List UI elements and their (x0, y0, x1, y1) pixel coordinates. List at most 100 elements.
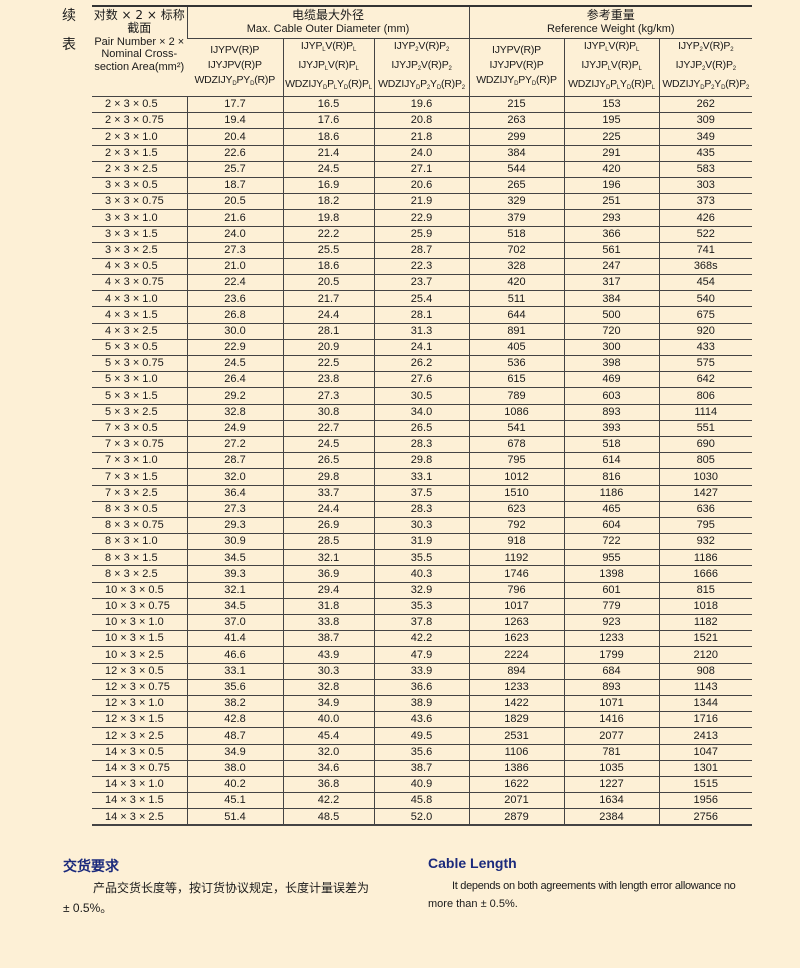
value-cell: 20.9 (282, 339, 374, 357)
value-cell: 37.0 (186, 614, 283, 632)
value-cell: 1143 (658, 679, 752, 696)
continued-label-1: 续 (62, 8, 76, 24)
value-cell: 41.4 (186, 630, 283, 648)
table-row: 12 × 3 × 1.0 38.2 34.9 38.9 1422 1071 1344 (92, 695, 752, 713)
model-name: WDZIJYDP2YD(R)P2 (662, 78, 750, 91)
spec-cell: 4 × 3 × 1.5 (92, 306, 187, 324)
table-row: 3 × 3 × 1.0 21.6 19.8 22.9 379 293 426 (92, 209, 752, 227)
spec-cell: 14 × 3 × 0.75 (92, 760, 187, 777)
value-cell: 518 (468, 226, 564, 243)
spec-cell: 8 × 3 × 1.5 (92, 549, 187, 567)
spec-cell: 5 × 3 × 0.5 (92, 339, 187, 357)
value-cell: 891 (468, 323, 564, 340)
value-cell: 806 (658, 387, 752, 405)
value-cell: 1344 (658, 695, 752, 713)
value-cell: 28.1 (373, 306, 469, 324)
value-cell: 368s (658, 258, 752, 276)
value-cell: 24.4 (282, 306, 374, 324)
value-cell: 38.9 (373, 695, 469, 713)
value-cell: 29.2 (186, 387, 283, 405)
value-cell: 955 (563, 549, 659, 567)
model-name: WDZIJYDPYD(R)P (194, 74, 276, 87)
value-cell: 28.7 (186, 452, 283, 470)
spec-cell: 14 × 3 × 1.5 (92, 792, 187, 810)
table-row: 10 × 3 × 0.75 34.5 31.8 35.3 1017 779 1018 (92, 598, 752, 616)
value-cell: 22.9 (373, 209, 469, 227)
value-cell: 33.7 (282, 485, 374, 502)
value-cell: 34.6 (282, 760, 374, 777)
value-cell: 795 (468, 452, 564, 470)
value-cell: 38.2 (186, 695, 283, 713)
spec-cell: 2 × 3 × 1.5 (92, 145, 187, 162)
stub-en-line1: Pair Number × 2 × (94, 35, 185, 48)
value-cell: 544 (468, 161, 564, 178)
value-cell: 32.1 (186, 582, 283, 599)
value-cell: 615 (468, 371, 564, 389)
value-cell: 27.6 (373, 371, 469, 389)
value-cell: 1018 (658, 598, 752, 616)
value-cell: 781 (563, 744, 659, 761)
spec-cell: 5 × 3 × 2.5 (92, 404, 187, 421)
model-name: IJYJPV(R)P (489, 59, 544, 71)
table-row: 14 × 3 × 0.5 34.9 32.0 35.6 1106 781 1047 (92, 744, 752, 761)
spec-cell: 10 × 3 × 0.5 (92, 582, 187, 599)
value-cell: 317 (563, 274, 659, 292)
model-name: IJYJP2V(R)P2 (391, 59, 452, 72)
value-cell: 262 (658, 96, 752, 114)
table-row: 10 × 3 × 1.5 41.4 38.7 42.2 1623 1233 1521 (92, 630, 752, 648)
value-cell: 19.4 (186, 112, 283, 130)
spec-cell: 2 × 3 × 0.5 (92, 96, 187, 114)
value-cell: 29.4 (282, 582, 374, 599)
spec-cell: 5 × 3 × 1.0 (92, 371, 187, 389)
value-cell: 40.9 (373, 776, 469, 794)
spec-cell: 7 × 3 × 0.5 (92, 420, 187, 437)
table-row: 5 × 3 × 0.75 24.5 22.5 26.2 536 398 575 (92, 355, 752, 373)
table-row: 14 × 3 × 2.5 51.4 48.5 52.0 2879 2384 2756 (92, 808, 752, 827)
value-cell: 19.8 (282, 209, 374, 227)
value-cell: 24.5 (186, 355, 283, 373)
delivery-text-cn-1: 产品交货长度等，按订货协议规定，长度计量误差为 (93, 881, 370, 895)
stub-cn-line1: 对数 × 2 × 标称 (93, 8, 185, 22)
value-cell: 36.9 (282, 565, 374, 583)
table-row: 7 × 3 × 2.5 36.4 33.7 37.5 1510 1186 1427 (92, 485, 752, 502)
spec-cell: 7 × 3 × 0.75 (92, 436, 187, 454)
model-name: IJYP2V(R)P2 (678, 40, 734, 53)
table-row: 2 × 3 × 0.75 19.4 17.6 20.8 263 195 309 (92, 112, 752, 130)
value-cell: 293 (563, 209, 659, 227)
value-cell: 51.4 (186, 808, 283, 827)
delivery-title-cn: 交货要求 (63, 859, 119, 875)
model-name: IJYJPV(R)P (207, 59, 262, 71)
spec-cell: 12 × 3 × 1.0 (92, 695, 187, 713)
value-cell: 795 (658, 517, 752, 535)
value-cell: 1398 (563, 565, 659, 583)
value-cell: 893 (563, 404, 659, 421)
value-cell: 17.6 (282, 112, 374, 130)
value-cell: 1012 (468, 468, 564, 486)
value-cell: 722 (563, 533, 659, 551)
value-cell: 893 (563, 679, 659, 696)
value-cell: 24.0 (186, 226, 283, 243)
value-cell: 29.8 (282, 468, 374, 486)
spec-cell: 3 × 3 × 1.5 (92, 226, 187, 243)
model-name: IJYJPLV(R)PL (581, 59, 642, 72)
value-cell: 435 (658, 145, 752, 162)
value-cell: 34.5 (186, 598, 283, 616)
spec-cell: 8 × 3 × 1.0 (92, 533, 187, 551)
value-cell: 153 (563, 96, 659, 114)
value-cell: 920 (658, 323, 752, 340)
value-cell: 500 (563, 306, 659, 324)
value-cell: 644 (468, 306, 564, 324)
value-cell: 405 (468, 339, 564, 357)
value-cell: 42.2 (373, 630, 469, 648)
value-cell: 38.7 (282, 630, 374, 648)
value-cell: 1634 (563, 792, 659, 810)
value-cell: 16.5 (282, 96, 374, 114)
spec-cell: 2 × 3 × 2.5 (92, 161, 187, 178)
table-row: 8 × 3 × 0.5 27.3 24.4 28.3 623 465 636 (92, 501, 752, 518)
cable-length-text-2: more than ± 0.5%. (428, 898, 518, 910)
value-cell: 805 (658, 452, 752, 470)
value-cell: 24.4 (282, 501, 374, 518)
value-cell: 36.6 (373, 679, 469, 696)
value-cell: 1106 (468, 744, 564, 761)
value-cell: 46.6 (186, 646, 283, 664)
